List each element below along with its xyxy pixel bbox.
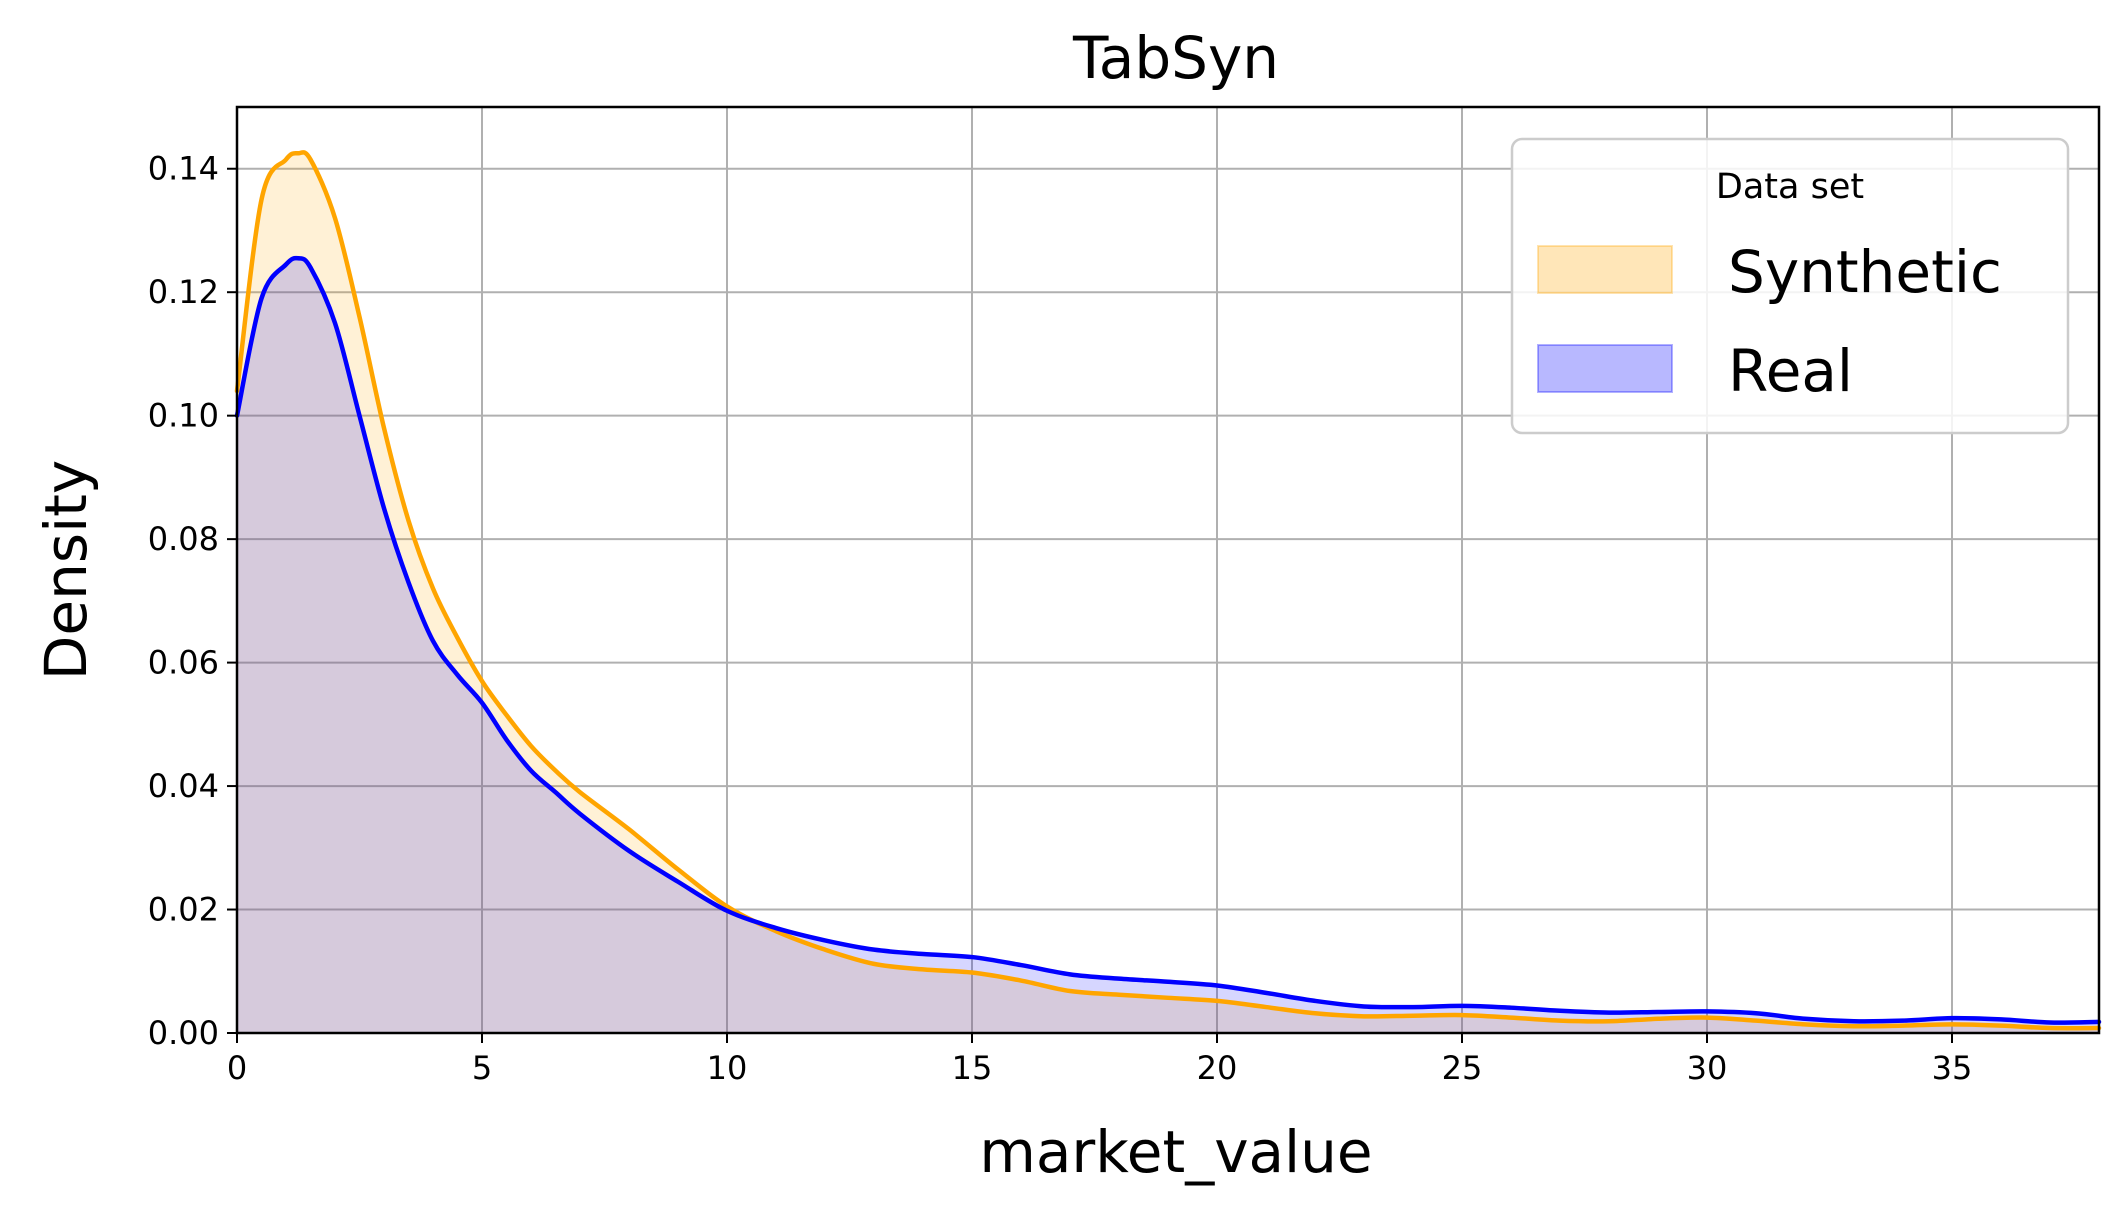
x-tick-label: 20 xyxy=(1197,1049,1238,1087)
y-axis-label: Density xyxy=(32,460,100,681)
legend-swatch-synthetic xyxy=(1537,245,1673,294)
chart-title: TabSyn xyxy=(1072,24,1279,92)
legend-label-synthetic: Synthetic xyxy=(1728,238,2002,306)
legend-box xyxy=(1510,137,2070,435)
density-line-synthetic xyxy=(234,150,2102,1031)
y-tick-label: 0.00 xyxy=(148,1014,219,1052)
x-axis-label: market_value xyxy=(979,1118,1372,1186)
y-tick-label: 0.14 xyxy=(148,150,219,188)
y-tick-label: 0.12 xyxy=(148,273,219,311)
legend-label-real: Real xyxy=(1728,337,1853,405)
x-tick-label: 35 xyxy=(1932,1049,1973,1087)
y-tick-label: 0.04 xyxy=(148,767,219,805)
density-fills xyxy=(237,152,2099,1033)
x-tick-label: 10 xyxy=(707,1049,748,1087)
x-tick-label: 25 xyxy=(1442,1049,1483,1087)
x-axis-ticks: 0 5 10 15 20 25 30 35 xyxy=(227,1033,1973,1087)
density-fill-synthetic xyxy=(237,152,2099,1033)
y-tick-label: 0.08 xyxy=(148,520,219,558)
legend-swatch-real xyxy=(1537,344,1673,393)
legend: Data set Synthetic Real xyxy=(1510,137,2070,435)
plot-frame xyxy=(235,105,2101,1035)
x-tick-label: 0 xyxy=(227,1049,247,1087)
y-tick-label: 0.10 xyxy=(148,397,219,435)
x-tick-label: 5 xyxy=(472,1049,492,1087)
x-tick-label: 30 xyxy=(1687,1049,1728,1087)
legend-title: Data set xyxy=(1716,167,1864,207)
x-tick-label: 15 xyxy=(952,1049,993,1087)
y-tick-label: 0.02 xyxy=(148,891,219,929)
y-tick-label: 0.06 xyxy=(148,644,219,682)
density-fill-real xyxy=(237,258,2099,1033)
density-line-real xyxy=(234,255,2102,1025)
density-lines xyxy=(234,150,2102,1031)
y-axis-ticks: 0.00 0.02 0.04 0.06 0.08 0.10 0.12 0.14 xyxy=(148,150,237,1052)
